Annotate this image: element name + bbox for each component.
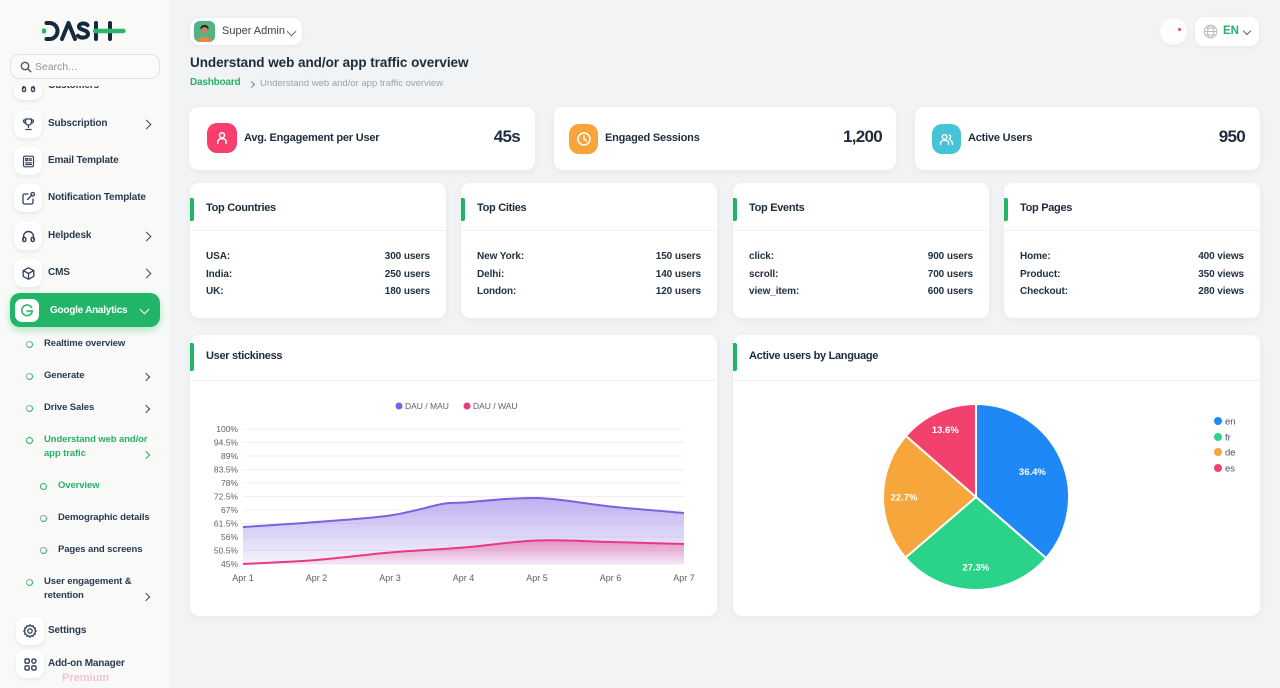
svg-text:Apr 3: Apr 3 xyxy=(379,573,401,583)
svg-text:Apr 4: Apr 4 xyxy=(453,573,475,583)
svg-text:61.5%: 61.5% xyxy=(214,519,239,529)
svg-text:en: en xyxy=(1225,417,1236,428)
svg-text:DAU / WAU: DAU / WAU xyxy=(473,401,518,411)
svg-text:22.7%: 22.7% xyxy=(891,492,918,503)
svg-text:94.5%: 94.5% xyxy=(214,438,239,448)
svg-text:Apr 5: Apr 5 xyxy=(526,573,548,583)
svg-text:DAU / MAU: DAU / MAU xyxy=(405,401,449,411)
svg-text:50.5%: 50.5% xyxy=(214,546,239,556)
svg-text:27.3%: 27.3% xyxy=(962,563,989,574)
svg-text:de: de xyxy=(1225,448,1236,459)
svg-text:Apr 6: Apr 6 xyxy=(600,573,622,583)
svg-text:83.5%: 83.5% xyxy=(214,465,239,475)
svg-text:36.4%: 36.4% xyxy=(1019,467,1046,478)
svg-text:Apr 1: Apr 1 xyxy=(232,573,254,583)
svg-text:89%: 89% xyxy=(221,451,238,461)
svg-text:72.5%: 72.5% xyxy=(214,492,239,502)
svg-text:Apr 2: Apr 2 xyxy=(306,573,328,583)
svg-text:es: es xyxy=(1225,464,1235,475)
svg-text:100%: 100% xyxy=(216,424,238,434)
svg-text:56%: 56% xyxy=(221,532,238,542)
svg-text:67%: 67% xyxy=(221,505,238,515)
svg-text:Apr 7: Apr 7 xyxy=(673,573,695,583)
svg-text:fr: fr xyxy=(1225,433,1231,444)
svg-text:13.6%: 13.6% xyxy=(932,425,959,436)
svg-text:45%: 45% xyxy=(221,559,238,569)
svg-text:78%: 78% xyxy=(221,478,238,488)
